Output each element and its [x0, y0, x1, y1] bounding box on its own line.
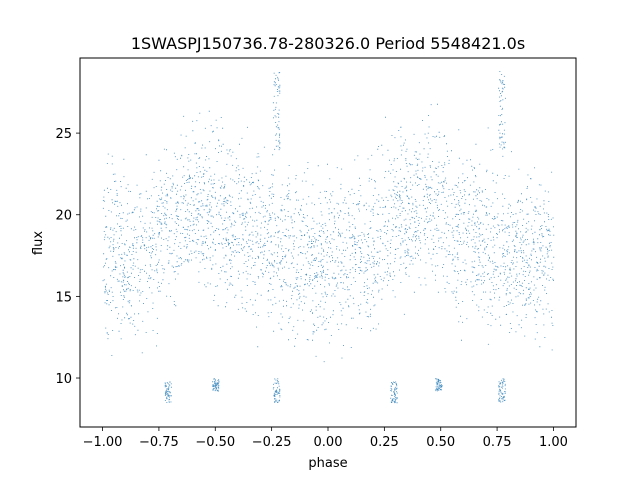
y-tick-label: 25	[55, 127, 72, 142]
y-axis: 10 15 20 25	[55, 127, 80, 387]
y-axis-label: flux	[31, 231, 46, 255]
chart-title: 1SWASPJ150736.78-280326.0 Period 5548421…	[131, 34, 525, 53]
x-tick-label: 0.00	[314, 435, 343, 450]
x-tick-label: −0.25	[252, 435, 292, 450]
x-tick-label: 1.00	[539, 435, 568, 450]
x-tick-label: −0.50	[195, 435, 235, 450]
x-axis-label: phase	[308, 456, 347, 471]
x-tick-label: −1.00	[83, 435, 123, 450]
y-tick-label: 10	[55, 372, 72, 387]
x-tick-label: 0.75	[483, 435, 512, 450]
y-tick-label: 15	[55, 290, 72, 305]
x-axis: −1.00 −0.75 −0.50 −0.25 0.00 0.25 0.50 0.75 1.00	[83, 427, 568, 450]
y-tick-label: 20	[55, 209, 72, 224]
x-tick-label: 0.50	[426, 435, 455, 450]
x-tick-label: −0.75	[139, 435, 179, 450]
x-tick-label: 0.25	[370, 435, 399, 450]
